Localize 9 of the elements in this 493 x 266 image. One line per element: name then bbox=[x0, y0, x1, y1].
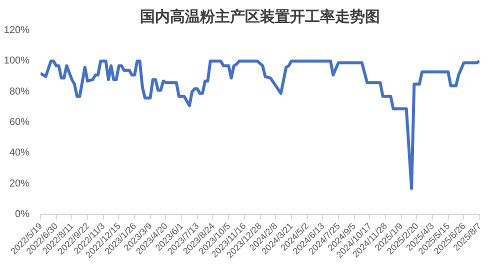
y-tick-label: 80% bbox=[9, 86, 30, 98]
y-tick-label: 100% bbox=[4, 56, 30, 67]
y-tick-label: 40% bbox=[9, 148, 30, 159]
y-tick-label: 0% bbox=[15, 209, 30, 220]
y-tick-label: 20% bbox=[9, 178, 30, 190]
line-series bbox=[40, 60, 480, 190]
y-tick-label: 60% bbox=[9, 117, 30, 128]
y-tick-label: 120% bbox=[4, 25, 30, 36]
chart-title: 国内高温粉主产区装置开工率走势图 bbox=[140, 8, 380, 26]
